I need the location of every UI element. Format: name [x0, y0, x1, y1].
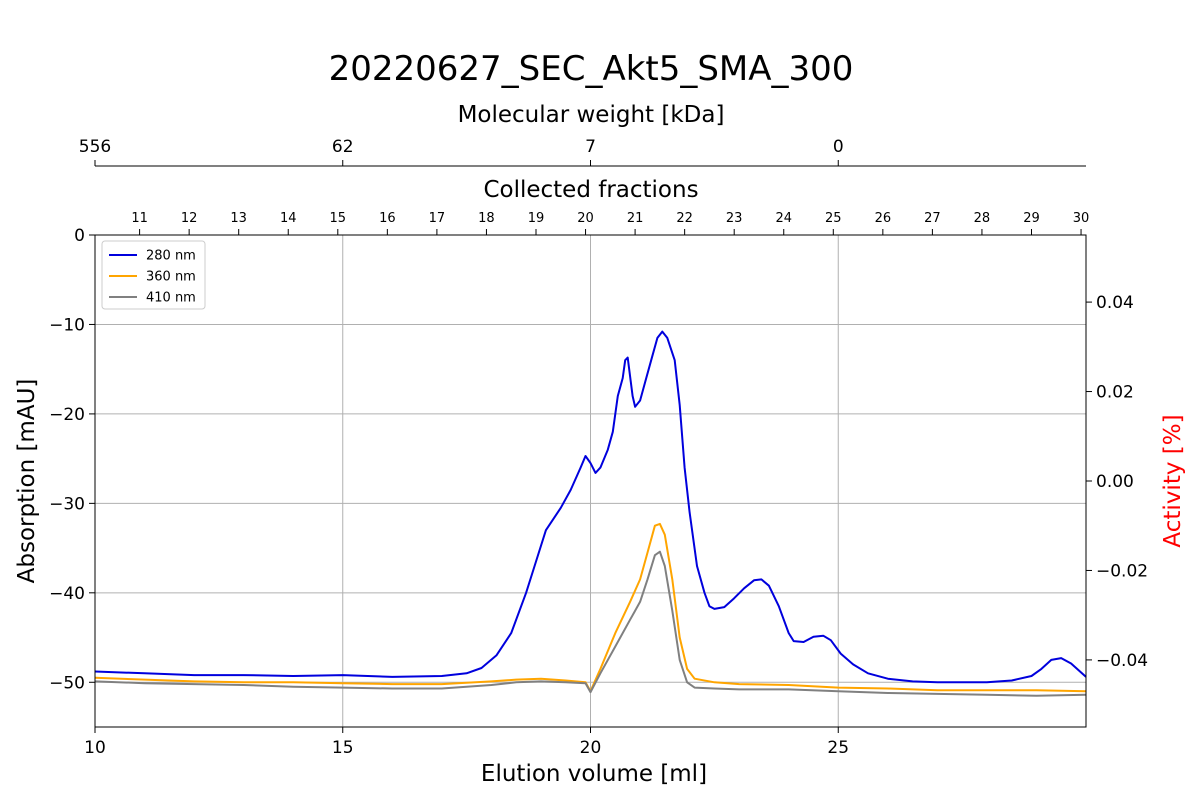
fraction-tick-label-13: 24 — [775, 211, 792, 226]
series-line-410-nm — [94, 550, 1087, 697]
series-line-280-nm — [94, 330, 1087, 684]
x-tick-label-0: 10 — [84, 738, 106, 758]
y-tick-label-3: −30 — [49, 494, 85, 514]
x-tick-label-2: 20 — [580, 738, 602, 758]
y-tick-label-1: −10 — [49, 315, 85, 335]
fraction-tick-label-19: 30 — [1073, 211, 1090, 226]
y2-axis: 0.04 0.02 0.00 −0.02 −0.04 — [1086, 293, 1148, 671]
y2-tick-label-4: −0.04 — [1096, 651, 1148, 671]
fraction-tick-label-9: 20 — [577, 211, 594, 226]
y2-tick-label-0: 0.04 — [1096, 293, 1134, 313]
fraction-tick-label-17: 28 — [974, 211, 991, 226]
fraction-tick-label-5: 16 — [379, 211, 396, 226]
fraction-tick-label-7: 18 — [478, 211, 495, 226]
y2-tick-label-1: 0.02 — [1096, 383, 1134, 403]
x-axis-label: Elution volume [ml] — [481, 761, 707, 787]
y-tick-label-5: −50 — [49, 673, 85, 693]
mw-axis: 556 62 7 0 — [79, 137, 1086, 167]
mw-tick-label-0: 556 — [79, 137, 111, 157]
fraction-tick-label-11: 22 — [676, 211, 693, 226]
fraction-tick-label-4: 15 — [330, 211, 347, 226]
legend-label-1: 360 nm — [146, 270, 196, 285]
chart-title: 20220627_SEC_Akt5_SMA_300 — [329, 49, 854, 89]
fraction-tick-label-2: 13 — [230, 211, 247, 226]
fractions-axis-label: Collected fractions — [483, 177, 698, 203]
y-axis: 0 −10 −20 −30 −40 −50 — [49, 226, 95, 693]
fraction-tick-label-6: 17 — [429, 211, 446, 226]
y2-tick-label-2: 0.00 — [1096, 472, 1134, 492]
fraction-tick-label-8: 19 — [528, 211, 545, 226]
mw-tick-label-3: 0 — [833, 137, 844, 157]
series-lines — [94, 330, 1087, 697]
y2-axis-label: Activity [%] — [1160, 414, 1186, 547]
fraction-tick-label-14: 25 — [825, 211, 842, 226]
legend-label-2: 410 nm — [146, 291, 196, 306]
x-tick-label-1: 15 — [332, 738, 354, 758]
mw-axis-label: Molecular weight [kDa] — [458, 102, 725, 128]
y-axis-label: Absorption [mAU] — [14, 379, 40, 584]
legend-box — [101, 240, 206, 310]
fraction-tick-label-12: 23 — [726, 211, 743, 226]
legend: 280 nm 360 nm 410 nm — [101, 240, 206, 310]
y-tick-label-4: −40 — [49, 584, 85, 604]
fraction-tick-label-16: 27 — [924, 211, 941, 226]
fraction-tick-label-0: 11 — [131, 211, 148, 226]
x-axis: 10 15 20 25 — [84, 727, 849, 758]
legend-label-0: 280 nm — [146, 249, 196, 264]
grid-lines — [95, 235, 1086, 727]
fraction-tick-label-1: 12 — [181, 211, 198, 226]
fraction-tick-label-18: 29 — [1023, 211, 1040, 226]
mw-tick-label-1: 62 — [332, 137, 354, 157]
fraction-tick-label-3: 14 — [280, 211, 297, 226]
series-line-360-nm — [94, 522, 1087, 693]
x-tick-label-3: 25 — [827, 738, 849, 758]
fractions-axis: 11 12 13 14 15 16 17 18 19 20 21 22 23 24 25 26 27 28 29 30 — [131, 211, 1089, 235]
fraction-tick-label-10: 21 — [627, 211, 644, 226]
mw-tick-label-2: 7 — [585, 137, 596, 157]
y-tick-label-0: 0 — [74, 226, 85, 246]
fraction-tick-label-15: 26 — [875, 211, 892, 226]
y-tick-label-2: −20 — [49, 405, 85, 425]
y2-tick-label-3: −0.02 — [1096, 561, 1148, 581]
